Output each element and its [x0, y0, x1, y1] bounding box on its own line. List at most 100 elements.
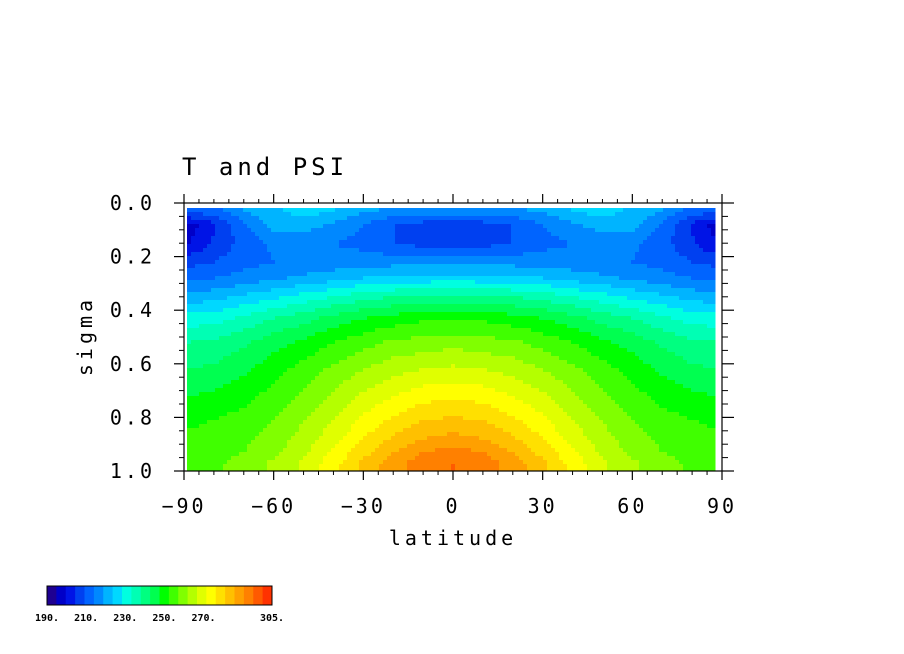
field-cell	[663, 276, 668, 281]
field-cell	[699, 236, 704, 241]
field-cell	[615, 252, 620, 257]
field-cell	[635, 280, 640, 285]
field-cell	[447, 352, 452, 357]
field-cell	[439, 292, 444, 297]
field-cell	[383, 284, 388, 289]
field-cell	[267, 256, 272, 261]
field-cell	[711, 264, 716, 269]
field-cell	[403, 316, 408, 321]
field-cell	[271, 296, 276, 301]
field-cell	[607, 276, 612, 281]
field-cell	[631, 280, 636, 285]
field-cell	[203, 344, 208, 349]
field-cell	[707, 220, 712, 225]
field-cell	[647, 328, 652, 333]
field-cell	[495, 260, 500, 265]
field-cell	[579, 248, 584, 253]
field-cell	[555, 304, 560, 309]
field-cell	[323, 216, 328, 221]
field-cell	[251, 344, 256, 349]
field-cell	[551, 348, 556, 353]
field-cell	[371, 252, 376, 257]
field-cell	[683, 232, 688, 237]
field-cell	[655, 344, 660, 349]
field-cell	[279, 236, 284, 241]
field-cell	[351, 248, 356, 253]
field-cell	[383, 292, 388, 297]
field-cell	[559, 312, 564, 317]
field-cell	[499, 276, 504, 281]
field-cell	[639, 236, 644, 241]
field-cell	[523, 260, 528, 265]
field-cell	[351, 272, 356, 277]
field-cell	[547, 344, 552, 349]
field-cell	[431, 312, 436, 317]
field-cell	[463, 332, 468, 337]
field-cell	[279, 300, 284, 305]
field-cell	[623, 336, 628, 341]
field-cell	[503, 232, 508, 237]
field-cell	[699, 240, 704, 245]
field-cell	[543, 352, 548, 357]
field-cell	[295, 256, 300, 261]
field-cell	[303, 328, 308, 333]
field-cell	[455, 336, 460, 341]
field-cell	[571, 276, 576, 281]
field-cell	[607, 256, 612, 261]
field-cell	[287, 256, 292, 261]
field-cell	[615, 308, 620, 313]
field-cell	[215, 352, 220, 357]
field-cell	[219, 288, 224, 293]
field-cell	[531, 212, 536, 217]
field-cell	[647, 352, 652, 357]
field-cell	[643, 308, 648, 313]
field-cell	[523, 356, 528, 361]
field-cell	[639, 292, 644, 297]
field-cell	[635, 248, 640, 253]
field-cell	[423, 224, 428, 229]
field-cell	[187, 336, 192, 341]
field-cell	[559, 332, 564, 337]
field-cell	[467, 284, 472, 289]
field-cell	[447, 328, 452, 333]
field-cell	[379, 220, 384, 225]
field-cell	[339, 268, 344, 273]
field-cell	[199, 292, 204, 297]
field-cell	[343, 264, 348, 269]
field-cell	[223, 220, 228, 225]
field-cell	[579, 272, 584, 277]
field-cell	[563, 224, 568, 229]
field-cell	[659, 312, 664, 317]
field-cell	[411, 260, 416, 265]
field-cell	[419, 332, 424, 337]
field-cell	[655, 240, 660, 245]
field-cell	[611, 312, 616, 317]
field-cell	[623, 324, 628, 329]
field-cell	[535, 288, 540, 293]
field-cell	[187, 324, 192, 329]
field-cell	[475, 212, 480, 217]
field-cell	[403, 328, 408, 333]
field-cell	[223, 228, 228, 233]
field-cell	[323, 244, 328, 249]
field-cell	[643, 224, 648, 229]
field-cell	[215, 276, 220, 281]
field-cell	[643, 316, 648, 321]
field-cell	[263, 308, 268, 313]
field-cell	[699, 352, 704, 357]
field-cell	[635, 260, 640, 265]
field-cell	[659, 280, 664, 285]
field-cell	[235, 272, 240, 277]
field-cell	[419, 252, 424, 257]
field-cell	[363, 252, 368, 257]
field-cell	[311, 308, 316, 313]
field-cell	[655, 272, 660, 277]
field-cell	[275, 316, 280, 321]
field-cell	[639, 336, 644, 341]
field-cell	[579, 336, 584, 341]
field-cell	[627, 336, 632, 341]
field-cell	[283, 324, 288, 329]
field-cell	[203, 272, 208, 277]
field-cell	[283, 280, 288, 285]
field-cell	[451, 308, 456, 313]
